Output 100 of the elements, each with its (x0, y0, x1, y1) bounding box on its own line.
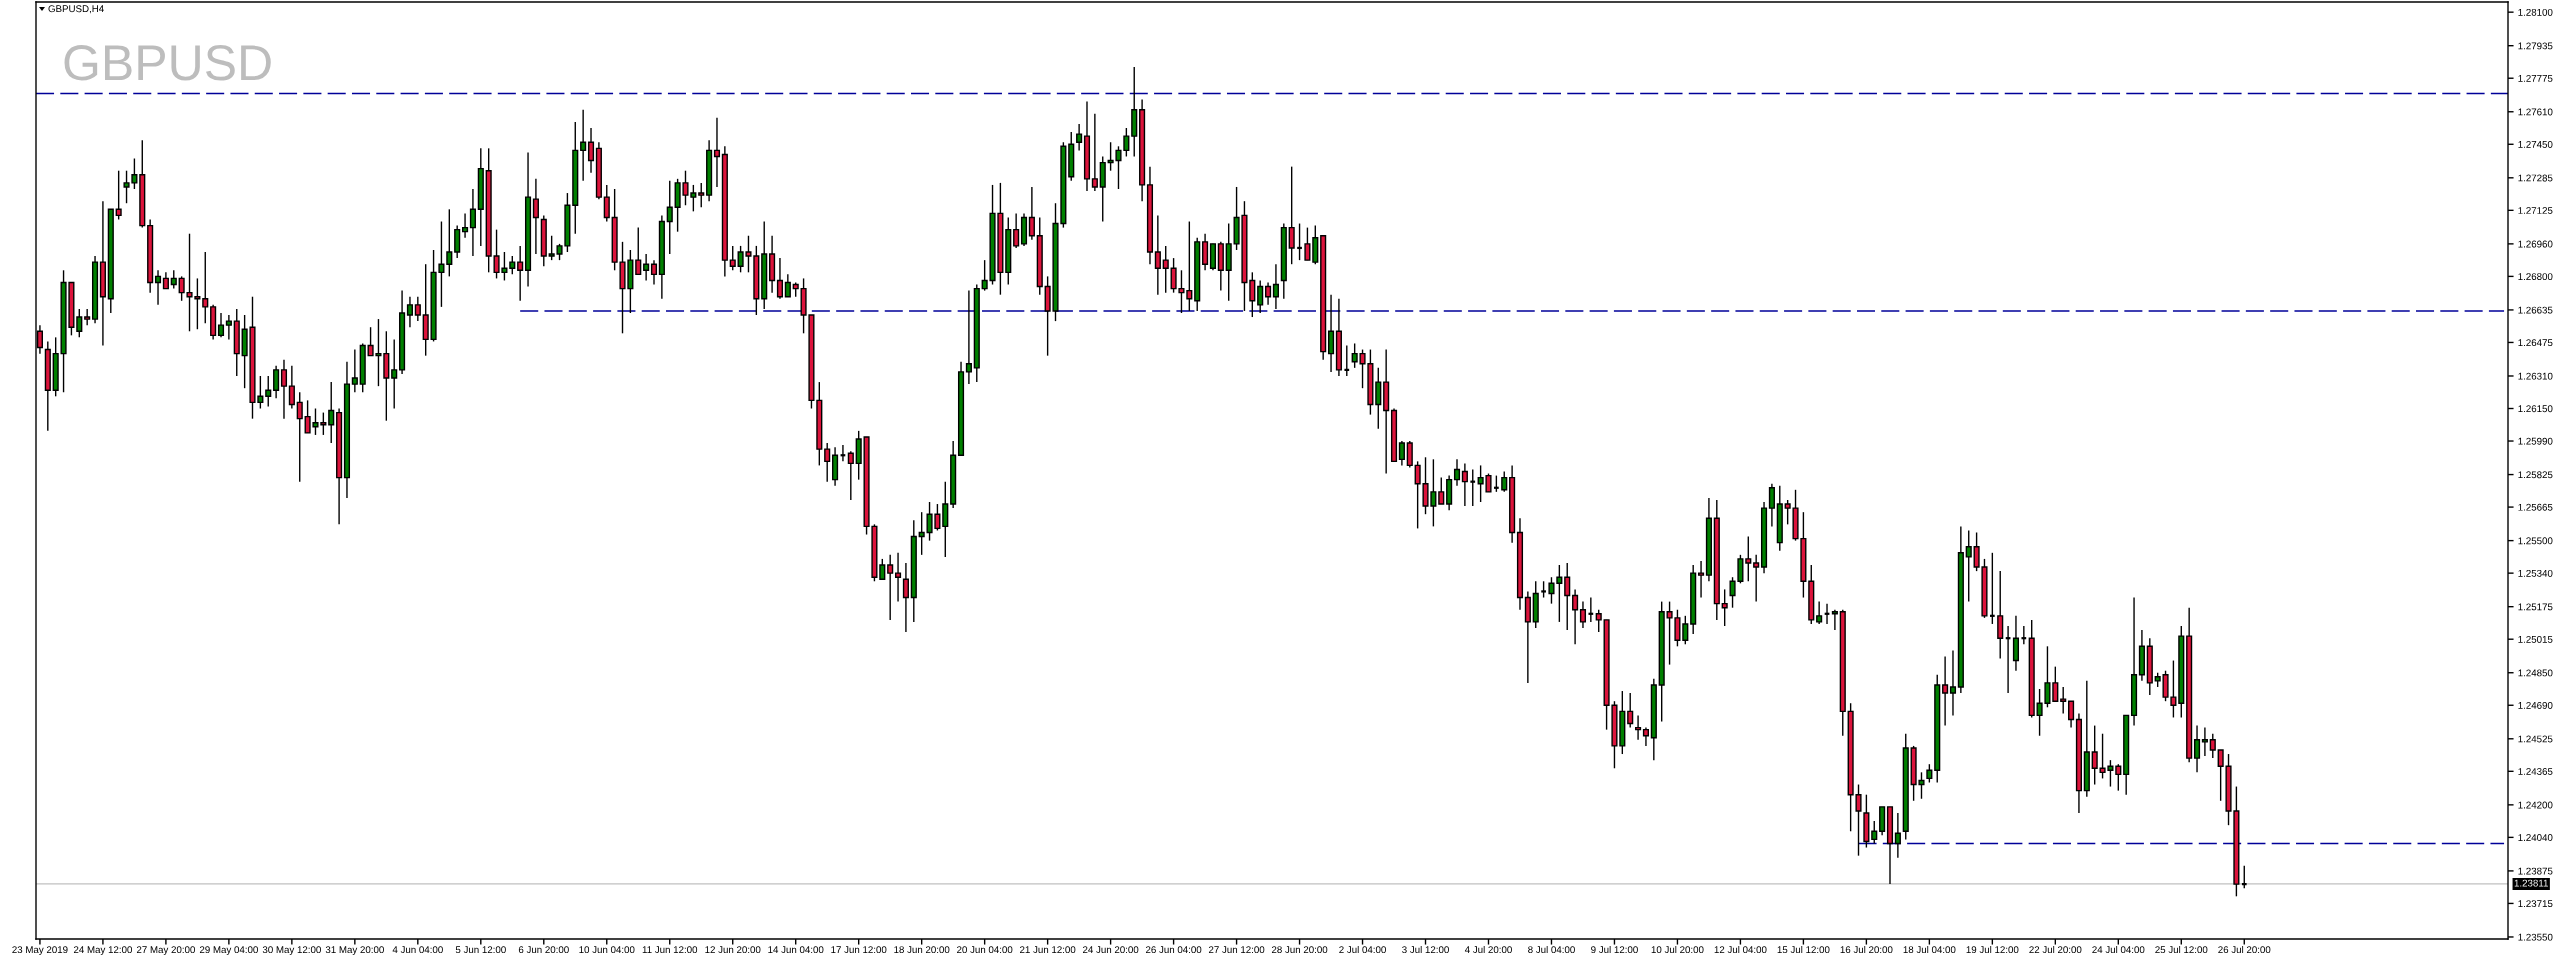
x-tick-label: 9 Jul 12:00 (1591, 945, 1638, 954)
x-tick-label: 11 Jun 12:00 (642, 946, 698, 954)
x-tick-label: 21 Jun 12:00 (1020, 946, 1076, 954)
x-tick-label: 5 Jun 12:00 (455, 946, 506, 954)
candlestick (1595, 609, 1602, 633)
candlestick (288, 365, 295, 410)
candlestick (76, 308, 83, 339)
candlestick (2209, 733, 2216, 759)
candlestick (1768, 483, 1775, 528)
candlestick (1438, 476, 1445, 505)
candlestick (650, 259, 658, 286)
candlestick (824, 442, 831, 483)
candlestick (469, 188, 476, 257)
candlestick (847, 450, 854, 501)
x-tick-label: 17 Jun 12:00 (831, 946, 887, 954)
candlestick (1949, 649, 1957, 717)
candlestick (1398, 440, 1405, 467)
x-tick-label: 27 Jun 12:00 (1208, 946, 1265, 954)
x-tick-label: 18 Jun 20:00 (894, 946, 950, 954)
candlestick (894, 552, 902, 603)
candlestick (1587, 596, 1595, 623)
y-tick-label: 1.26960 (2518, 240, 2553, 248)
candlestick (879, 558, 886, 580)
candlestick (532, 178, 539, 255)
candlestick (1162, 245, 1169, 294)
candlestick (1997, 570, 2004, 660)
x-tick-label: 30 May 12:00 (262, 946, 321, 956)
candlestick (84, 308, 91, 326)
x-tick-label: 18 Jul 04:00 (1903, 945, 1956, 954)
y-tick-label: 1.25340 (2518, 569, 2553, 577)
chart-title: GBPUSD,H4 (48, 5, 104, 14)
x-tick-label: 6 Jun 20:00 (518, 946, 569, 954)
candlestick (1272, 263, 1279, 310)
y-tick-label: 1.25175 (2518, 603, 2553, 611)
x-tick-label: 24 Jun 20:00 (1082, 946, 1139, 954)
candlestick (1942, 655, 1949, 727)
y-tick-label: 1.26150 (2518, 405, 2553, 413)
candlestick (1501, 470, 1508, 493)
candlestick (1154, 214, 1161, 296)
candlestick (603, 184, 610, 223)
x-tick-label: 14 Jun 04:00 (768, 946, 824, 954)
y-tick-label: 1.25825 (2518, 471, 2553, 479)
candlestick (1304, 226, 1311, 261)
candlestick (1375, 367, 1382, 430)
candlestick (2240, 865, 2248, 889)
y-tick-label: 1.28100 (2518, 8, 2553, 16)
candlestick (1013, 212, 1020, 249)
candlestick (273, 365, 280, 400)
y-tick-label: 1.27285 (2518, 174, 2553, 182)
candlestick (202, 251, 209, 324)
candlestick (580, 109, 587, 182)
y-tick-label: 1.24040 (2518, 834, 2553, 841)
y-tick-label: 1.26635 (2518, 306, 2553, 314)
candlestick (446, 208, 453, 278)
candlestick (517, 245, 524, 302)
x-tick-label: 27 May 20:00 (136, 946, 195, 956)
x-tick-label: 19 Jul 12:00 (1966, 945, 2019, 954)
candlestick (1894, 812, 1901, 859)
candlestick (170, 269, 177, 290)
candlestick (1461, 462, 1468, 507)
candlestick (2193, 724, 2201, 774)
candlestick (296, 391, 303, 483)
x-tick-label: 29 May 04:00 (199, 946, 258, 956)
x-tick-label: 23 May 2019 (12, 946, 68, 956)
y-tick-label: 1.24365 (2518, 768, 2553, 775)
candlestick (587, 127, 595, 174)
candlestick (462, 212, 469, 239)
candlestick (1642, 726, 1650, 747)
x-tick-label: 10 Jul 20:00 (1651, 945, 1704, 954)
x-tick-label: 12 Jun 20:00 (705, 946, 761, 954)
text: GBPUSD (64, 45, 271, 81)
candlestick (1327, 293, 1335, 373)
candlestick (2201, 726, 2208, 757)
candlestick (1091, 113, 1098, 192)
x-tick-label: 4 Jun 04:00 (392, 946, 443, 954)
x-tick-label: 8 Jul 04:00 (1528, 945, 1575, 954)
candlestick (280, 359, 288, 420)
candlestick (666, 180, 673, 255)
candlestick (154, 269, 162, 306)
candlestick (643, 253, 650, 282)
y-tick-label: 1.24200 (2518, 801, 2553, 809)
candlestick (942, 480, 949, 558)
x-tick-label: 15 Jul 12:00 (1777, 945, 1830, 954)
y-tick-label: 1.23715 (2518, 900, 2553, 908)
candlestick (1076, 123, 1083, 152)
candlestick (217, 312, 225, 339)
candlestick (2115, 763, 2122, 792)
candlestick (454, 224, 461, 259)
y-tick-label: 1.25500 (2518, 537, 2553, 545)
candlestick (265, 375, 272, 408)
candlestick (1635, 714, 1642, 741)
candlestick (1627, 692, 1634, 729)
candlestick (784, 273, 791, 298)
candlestick (1572, 588, 1579, 645)
candlestick (1265, 281, 1272, 306)
y-tick-label: 1.24525 (2518, 735, 2553, 743)
candlestick (2012, 615, 2020, 672)
candlestick (2068, 700, 2075, 729)
y-tick-label: 1.27125 (2518, 207, 2553, 214)
candlestick (1579, 600, 1587, 629)
